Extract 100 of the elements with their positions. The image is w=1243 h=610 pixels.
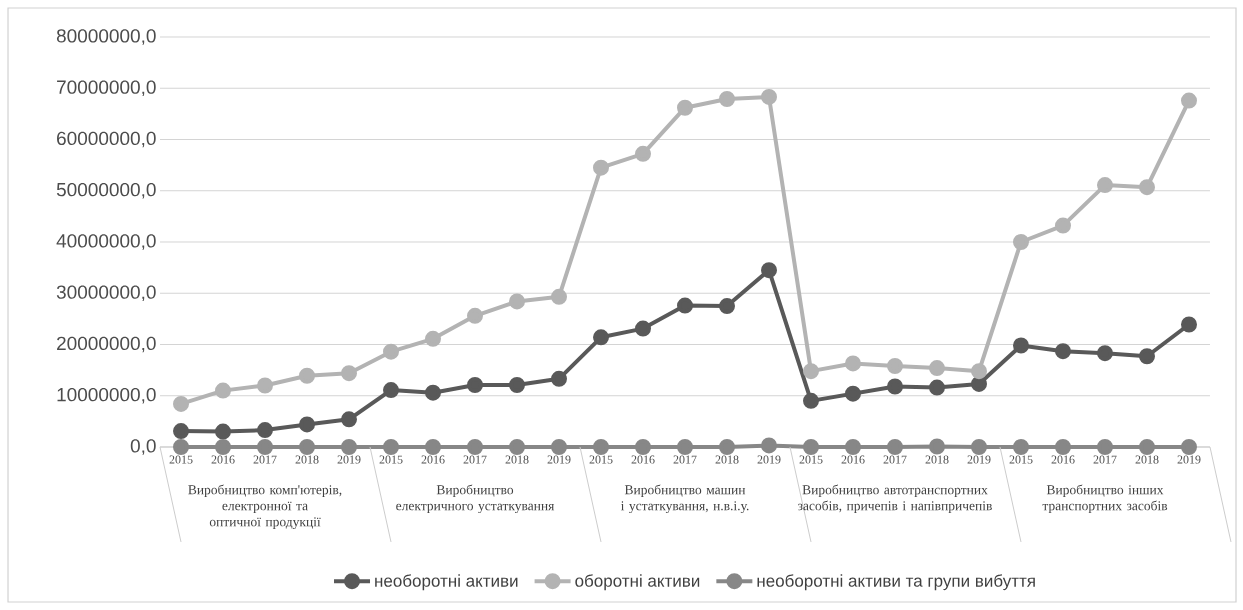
point [719,298,735,315]
point [383,382,400,399]
point [383,438,400,455]
point [1180,316,1197,333]
point [929,360,945,377]
point [173,423,190,440]
x-tick-label: 2018 [1135,455,1159,464]
point [803,392,819,409]
y-tick-label: 30000000,0 [56,285,156,302]
point [803,438,819,455]
point [677,438,693,455]
legend-label: оборотні активи [575,574,700,591]
x-tick-label: 2019 [547,455,571,464]
point [509,438,526,455]
point [971,438,987,455]
point [509,293,526,310]
point [551,438,567,455]
point [467,376,484,393]
point [1013,438,1029,455]
point [509,376,526,393]
y-tick-label: 80000000,0 [56,29,156,45]
point [1055,217,1071,234]
point [299,416,316,433]
point [929,379,945,396]
point [1096,438,1113,455]
x-tick-label: 2016 [421,455,445,464]
text: Виробництво інших транспортних засобів [1042,484,1168,514]
point [1096,345,1113,362]
x-tick-label: 2016 [631,455,655,464]
point [887,438,903,455]
point [635,145,651,162]
point [677,99,693,116]
point [971,363,987,380]
point [929,438,945,455]
point [1013,233,1029,250]
point [1013,337,1029,354]
point [383,343,400,360]
y-tick-label: 70000000,0 [57,80,156,97]
x-tick-label: 2017 [1093,455,1117,464]
x-tick-label: 2019 [967,455,991,464]
y-tick-label: 20000000,0 [57,336,156,353]
point [341,365,358,382]
x-tick-label: 2015 [169,455,193,464]
point [425,330,442,347]
y-tick-label: 40000000,0 [56,234,156,250]
point [1138,348,1155,365]
point [635,320,651,337]
x-tick-label: 2015 [799,455,823,464]
text: Виробництво машин і устаткування, н.в.і.у. [620,484,749,514]
point [551,288,567,305]
point [257,438,274,455]
text: Виробництво електричного устаткування [396,484,555,514]
text: Виробництво автотранспортних засобів, причепів і напівпричепів [798,484,992,514]
point [971,375,987,392]
x-tick-label: 2015 [379,455,403,464]
point [1180,92,1197,109]
legend-label: необоротні активи [375,574,518,591]
point [341,438,358,455]
x-tick-label: 2019 [1177,455,1201,464]
point [593,329,609,346]
x-tick-label: 2018 [295,455,319,464]
point [761,262,777,279]
x-tick-label: 2018 [505,455,529,464]
point [1055,438,1071,455]
point [173,395,190,412]
y-tick-label: 60000000,0 [57,131,156,148]
x-tick-label: 2015 [589,455,613,464]
x-tick-label: 2017 [883,455,907,464]
point [215,382,232,399]
x-tick-label: 2016 [841,455,865,464]
x-tick-label: 2017 [673,455,697,464]
x-tick-label: 2016 [1051,455,1075,464]
point [1138,438,1155,455]
x-tick-label: 2016 [211,455,235,464]
point [299,367,316,384]
point [1138,179,1155,196]
point [467,307,484,324]
point [299,438,316,455]
point [845,438,861,455]
y-tick-label: 50000000,0 [56,182,156,199]
point [887,358,903,375]
y-tick-label: 0,0 [130,439,156,455]
x-tick-label: 2019 [757,455,781,464]
point [845,355,861,372]
point [719,91,735,108]
x-tick-label: 2018 [925,455,949,464]
legend-label: необоротні активи та групи вибуття [757,574,1035,591]
y-tick-label: 10000000,0 [57,387,156,404]
x-tick-label: 2019 [337,455,361,464]
point [173,438,190,455]
point [257,377,274,394]
point [761,437,777,454]
point [719,438,735,455]
point [887,378,903,395]
point [845,385,861,402]
point [593,438,609,455]
point [803,363,819,380]
point [341,411,358,428]
x-tick-label: 2017 [253,455,277,464]
x-tick-label: 2017 [463,455,487,464]
